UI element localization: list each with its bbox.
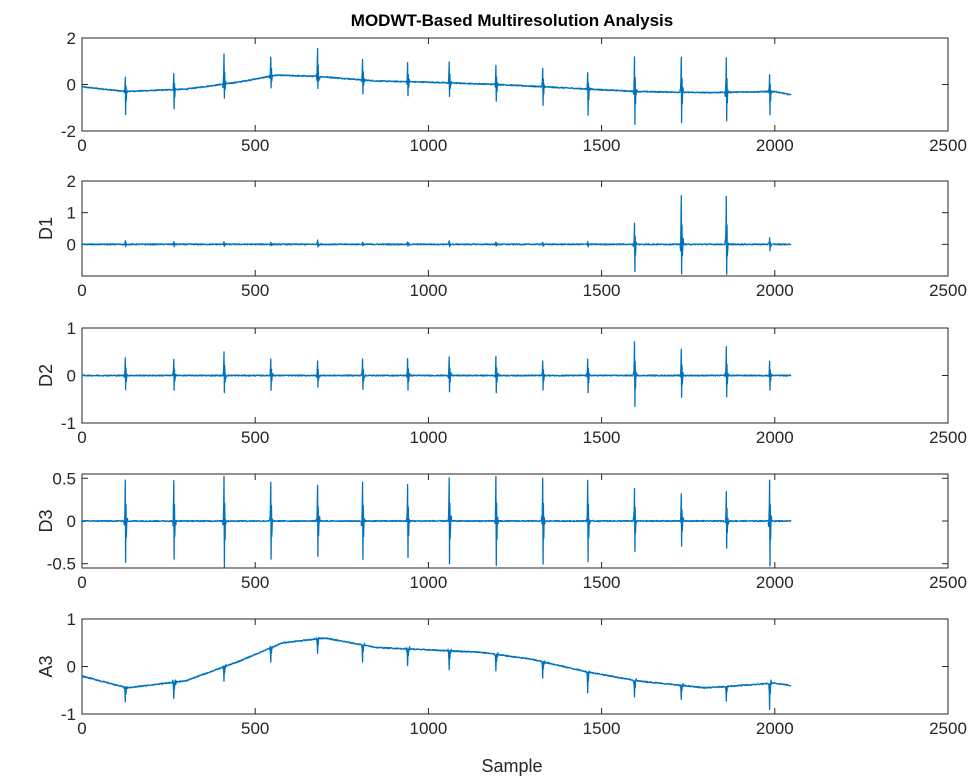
y-axis-label-A3: A3 — [36, 655, 56, 677]
x-tick-label: 2500 — [929, 281, 967, 300]
panel-D3: 0 500 1000 1500 2000 2500-0.500.5D3 — [36, 469, 967, 592]
axes-box-A3 — [81, 618, 949, 715]
x-tick-label: 0 — [77, 573, 86, 592]
x-tick-label: 1500 — [583, 136, 621, 155]
y-tick-label: 1 — [67, 204, 76, 223]
y-tick-label: 1 — [67, 610, 76, 629]
x-tick-label: 2000 — [756, 136, 794, 155]
y-tick-label: -2 — [61, 122, 76, 141]
x-tick-label: 0 — [77, 136, 86, 155]
x-tick-label: 1500 — [583, 573, 621, 592]
x-tick-label: 1000 — [409, 573, 447, 592]
x-tick-label: 500 — [241, 428, 269, 447]
x-tick-label: 500 — [241, 573, 269, 592]
x-tick-label: 1000 — [409, 281, 447, 300]
y-tick-label: 0 — [67, 367, 76, 386]
y-tick-label: 0 — [67, 512, 76, 531]
y-tick-label: 1 — [67, 319, 76, 338]
series-line-A3 — [81, 636, 792, 710]
y-tick-label: 0 — [67, 235, 76, 254]
x-axis-label: Sample — [481, 756, 542, 776]
series-line-D2 — [81, 341, 792, 408]
x-tick-label: 2500 — [929, 428, 967, 447]
y-axis-label-D1: D1 — [36, 217, 56, 240]
y-tick-label: -1 — [61, 705, 76, 724]
y-tick-label: 0.5 — [52, 469, 76, 488]
x-tick-label: 2000 — [756, 428, 794, 447]
x-tick-label: 1000 — [409, 428, 447, 447]
x-tick-label: 500 — [241, 136, 269, 155]
x-tick-label: 2000 — [756, 281, 794, 300]
y-tick-label: 0 — [67, 658, 76, 677]
x-tick-label: 1500 — [583, 281, 621, 300]
x-tick-label: 1500 — [583, 428, 621, 447]
y-tick-label: -1 — [61, 414, 76, 433]
x-tick-label: 0 — [77, 428, 86, 447]
x-tick-label: 500 — [241, 281, 269, 300]
x-tick-label: 2000 — [756, 719, 794, 738]
series-line-signal — [81, 47, 792, 126]
x-tick-label: 1500 — [583, 719, 621, 738]
panel-D1: 0 500 1000 1500 2000 2500 0 1 2 D1 — [36, 172, 967, 300]
y-tick-label: 2 — [67, 172, 76, 191]
x-tick-label: 2500 — [929, 573, 967, 592]
axes-box-D1 — [81, 180, 949, 277]
y-axis-label-D2: D2 — [36, 364, 56, 387]
series-line-D3 — [81, 475, 792, 569]
x-tick-label: 2500 — [929, 136, 967, 155]
y-axis-label-D3: D3 — [36, 509, 56, 532]
x-tick-label: 0 — [77, 719, 86, 738]
x-tick-label: 1000 — [409, 719, 447, 738]
x-tick-label: 2500 — [929, 719, 967, 738]
x-tick-label: 500 — [241, 719, 269, 738]
panel-signal: 0 500 1000 1500 2000 2500-202 — [61, 29, 967, 155]
x-tick-label: 1000 — [409, 136, 447, 155]
y-tick-label: -0.5 — [47, 555, 76, 574]
y-tick-label: 2 — [67, 29, 76, 48]
y-tick-label: 0 — [67, 76, 76, 95]
chart-title: MODWT-Based Multiresolution Analysis — [351, 11, 673, 30]
series-line-D1 — [81, 195, 792, 275]
x-tick-label: 2000 — [756, 573, 794, 592]
x-tick-label: 0 — [77, 281, 86, 300]
